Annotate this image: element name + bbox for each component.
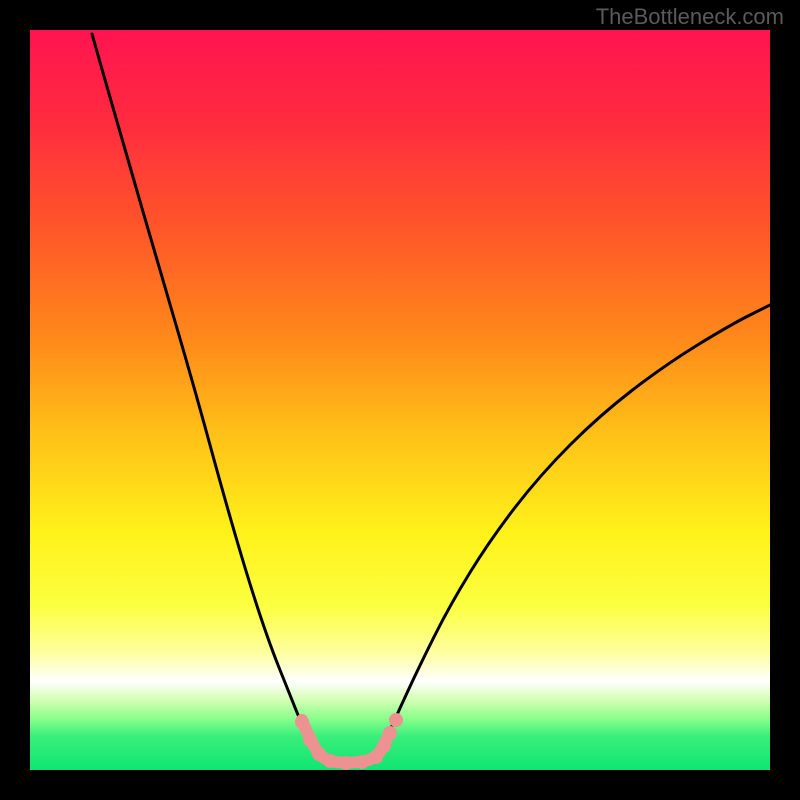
valley-dot <box>295 715 309 729</box>
valley-dot <box>389 713 403 727</box>
watermark-text: TheBottleneck.com <box>596 4 784 30</box>
chart-svg <box>0 0 800 800</box>
gradient-background <box>30 30 770 770</box>
chart-frame: TheBottleneck.com <box>0 0 800 800</box>
valley-dot <box>303 733 317 747</box>
valley-dot <box>339 756 353 770</box>
valley-dot <box>355 755 369 769</box>
valley-dot <box>377 739 391 753</box>
valley-dot <box>383 726 397 740</box>
valley-dot <box>323 754 337 768</box>
